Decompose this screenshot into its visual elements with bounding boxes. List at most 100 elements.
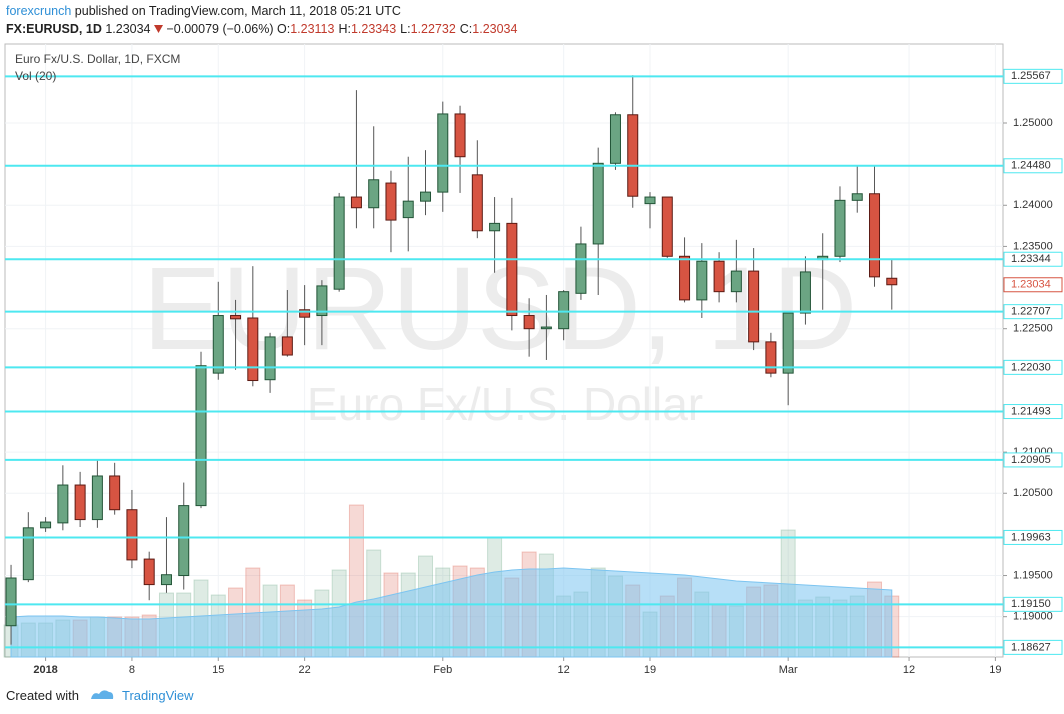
level-label-box: [1003, 529, 1063, 545]
x-tick-label: 22: [298, 664, 310, 676]
candle-body: [661, 196, 673, 257]
candle-body: [402, 200, 414, 219]
candle-body: [696, 260, 708, 301]
candle-body: [592, 162, 604, 245]
candle-body: [195, 365, 207, 507]
watermark: EURUSD, 1D: [143, 243, 858, 375]
candle-body: [713, 260, 725, 293]
candle-body: [609, 114, 621, 164]
candle-body: [160, 574, 172, 586]
level-label: 1.18627: [1011, 641, 1051, 653]
watermark-sub: Euro Fx/U.S. Dollar: [307, 378, 703, 430]
y-tick-label: 1.22500: [1013, 323, 1053, 335]
level-label-box: [1003, 68, 1063, 84]
candle-body: [22, 527, 34, 581]
ohlc: O:1.23113 H:1.23343 L:1.22732 C:1.23034: [277, 22, 521, 36]
legend-entry: Euro Fx/U.S. Dollar, 1D, FXCM: [15, 52, 180, 66]
candle-body: [540, 326, 552, 330]
down-arrow: [154, 25, 163, 33]
candle-body: [679, 255, 691, 301]
ohlc-key: O:: [277, 22, 291, 36]
candle-body: [368, 179, 380, 209]
level-label: 1.20905: [1011, 454, 1051, 466]
candle-body: [558, 291, 570, 330]
header-quote: FX:EURUSD, 1D 1.23034 −0.00079 (−0.06%) …: [6, 22, 521, 36]
legend-entry: Vol (20): [15, 69, 56, 83]
last-price-label: 1.23034: [1011, 279, 1051, 291]
level-label-box: [1003, 304, 1063, 320]
ohlc-value: 1.22732: [410, 22, 456, 36]
x-tick-label: 8: [129, 664, 135, 676]
candle-body: [627, 114, 639, 197]
last: 1.23034: [105, 22, 151, 36]
candle-body: [264, 336, 276, 381]
level-label-box: [1003, 452, 1063, 468]
candle-body: [886, 277, 898, 286]
candle-body: [316, 285, 328, 317]
ohlc-value: 1.23113: [290, 22, 335, 36]
candle-body: [644, 196, 656, 205]
candle-body: [91, 475, 103, 521]
candle-body: [851, 193, 863, 201]
level-label: 1.19963: [1011, 531, 1051, 543]
author[interactable]: forexcrunch: [6, 4, 72, 18]
candle-body: [143, 558, 155, 586]
ohlc-key: H:: [338, 22, 351, 36]
candle-body: [748, 270, 760, 343]
level-label: 1.19150: [1011, 598, 1051, 610]
x-tick-label: 12: [558, 664, 570, 676]
candle-body: [350, 196, 362, 209]
last-price-box: [1003, 277, 1063, 293]
x-tick-label: 15: [212, 664, 224, 676]
candle-body: [109, 475, 121, 511]
candle-body: [74, 484, 86, 521]
candle-body: [333, 196, 345, 290]
level-label-box: [1003, 639, 1063, 655]
level-label: 1.25567: [1011, 70, 1051, 82]
volume-ma: [10, 567, 893, 658]
level-label-box: [1003, 359, 1063, 375]
logo: [90, 690, 113, 699]
change: −0.00079 (−0.06%): [166, 22, 274, 36]
candle-body: [299, 309, 311, 318]
level-label: 1.22030: [1011, 361, 1051, 373]
ohlc-key: L:: [400, 22, 411, 36]
y-tick-label: 1.24000: [1013, 199, 1053, 211]
candle-body: [437, 113, 449, 193]
candle-body: [247, 317, 259, 382]
symbol: FX:EURUSD, 1D: [6, 22, 102, 36]
candle-body: [281, 336, 293, 356]
candle-body: [834, 199, 846, 257]
candle-body: [869, 193, 881, 278]
x-tick-label: 19: [989, 664, 1001, 676]
level-label: 1.24480: [1011, 160, 1051, 172]
candle-body: [506, 222, 518, 317]
level-label-box: [1003, 251, 1063, 267]
candle-body: [57, 484, 69, 524]
x-tick-label: 2018: [33, 664, 57, 676]
x-tick-label: 12: [903, 664, 915, 676]
candle-body: [575, 243, 587, 294]
candle-body: [782, 312, 794, 374]
candle-body: [471, 174, 483, 232]
level-label: 1.22707: [1011, 306, 1051, 318]
level-label: 1.23344: [1011, 253, 1051, 265]
candle-body: [385, 182, 397, 221]
y-tick-label: 1.25000: [1013, 117, 1053, 129]
candle-body: [489, 222, 501, 232]
ohlc-key: C:: [459, 22, 473, 36]
ohlc-value: 1.23034: [472, 22, 518, 36]
x-tick-label: Mar: [779, 664, 798, 676]
plot-frame: [4, 43, 1004, 658]
created: Created with: [6, 688, 79, 703]
brand[interactable]: TradingView: [122, 688, 194, 703]
header-line: forexcrunch published on TradingView.com…: [6, 4, 401, 18]
x-tick-label: 19: [644, 664, 656, 676]
candle-body: [230, 315, 242, 320]
level-label-box: [1003, 158, 1063, 174]
y-tick-label: 1.19500: [1013, 569, 1053, 581]
candle-body: [420, 191, 432, 202]
published: published on TradingView.com, March 11, …: [74, 4, 401, 18]
